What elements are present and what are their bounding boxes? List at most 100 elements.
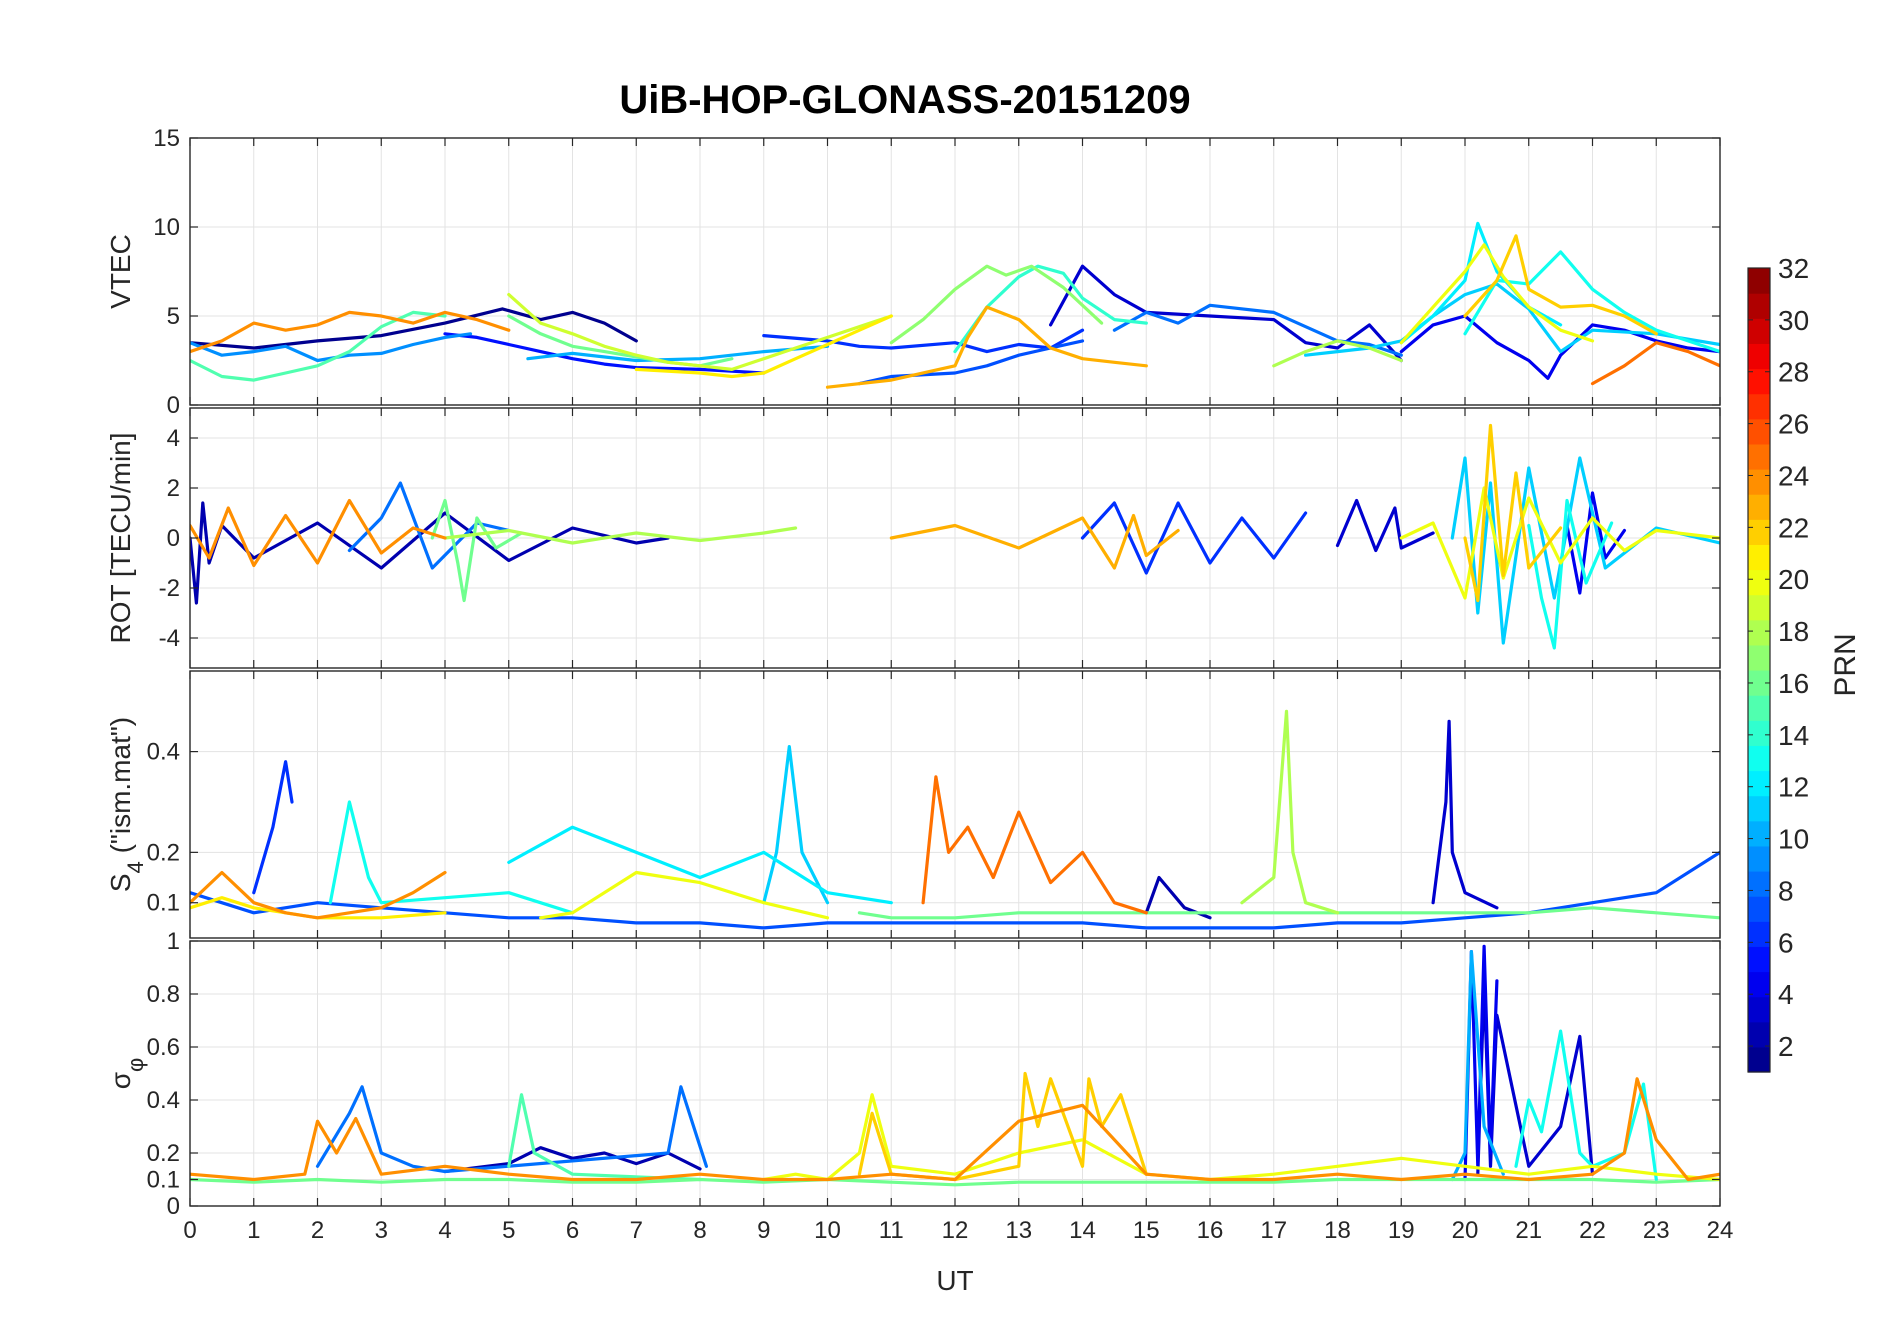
x-tick-label: 6 bbox=[566, 1217, 579, 1244]
series-line-prn-4 bbox=[1565, 491, 1626, 595]
colorbar-swatch bbox=[1748, 996, 1770, 1023]
series-line-prn-11 bbox=[762, 745, 830, 905]
colorbar-swatch bbox=[1748, 268, 1770, 294]
colorbar-swatch bbox=[1748, 871, 1770, 897]
x-tick-label: 16 bbox=[1197, 1217, 1224, 1244]
y-tick-label: 0.8 bbox=[147, 981, 180, 1008]
series-line-prn-8 bbox=[1112, 303, 1403, 357]
x-tick-label: 13 bbox=[1005, 1217, 1032, 1244]
series-line-prn-13 bbox=[1514, 1029, 1658, 1182]
x-tick-label: 18 bbox=[1324, 1217, 1351, 1244]
series-line-prn-13 bbox=[328, 800, 575, 915]
y-tick-label: 0 bbox=[167, 392, 180, 419]
colorbar-swatch bbox=[1748, 594, 1770, 621]
colorbar-swatch bbox=[1748, 820, 1770, 847]
colorbar-swatch bbox=[1748, 393, 1770, 420]
x-tick-label: 11 bbox=[879, 1217, 904, 1244]
x-tick-label: 1 bbox=[247, 1217, 260, 1244]
x-tick-label: 12 bbox=[942, 1217, 969, 1244]
colorbar-swatch bbox=[1748, 845, 1770, 872]
series-line-prn-15 bbox=[507, 1093, 702, 1182]
x-tick-label: 9 bbox=[757, 1217, 770, 1244]
y-tick-label: 10 bbox=[153, 214, 180, 241]
colorbar-swatch bbox=[1748, 670, 1770, 696]
panel-rot: -4 -2 0 2 4 ROT [TECU/min] bbox=[105, 407, 1721, 669]
series-line-prn-3 bbox=[1049, 264, 1403, 363]
y-axis-label-subscript: φ bbox=[123, 1058, 148, 1072]
x-tick-label: 0 bbox=[183, 1217, 196, 1244]
colorbar-swatch bbox=[1748, 544, 1770, 571]
colorbar-swatch bbox=[1748, 318, 1770, 344]
x-tick-label: 24 bbox=[1707, 1217, 1734, 1244]
colorbar-tick-label: 6 bbox=[1778, 927, 1794, 958]
y-tick-label: 0.1 bbox=[147, 1167, 180, 1194]
series-line-prn-22 bbox=[1463, 423, 1563, 603]
series-line-prn-14 bbox=[953, 264, 1148, 354]
series-line-prn-25 bbox=[921, 775, 1148, 915]
colorbar-tick-label: 8 bbox=[1778, 875, 1794, 906]
colorbar-swatch bbox=[1748, 519, 1770, 545]
colorbar-swatch bbox=[1748, 619, 1770, 646]
colorbar-swatch bbox=[1748, 494, 1770, 520]
colorbar-swatch bbox=[1748, 1021, 1770, 1048]
series-line-prn-16 bbox=[430, 498, 524, 603]
y-tick-label: 0.2 bbox=[147, 839, 180, 866]
series-line-prn-22 bbox=[1463, 234, 1658, 336]
colorbar-swatch bbox=[1748, 745, 1770, 772]
y-axis-label-main: S bbox=[105, 873, 136, 892]
colorbar-swatch bbox=[1748, 343, 1770, 370]
y-tick-label: 0.4 bbox=[147, 1087, 180, 1114]
y-tick-label: 2 bbox=[167, 475, 180, 502]
y-axis-label-subscript: 4 bbox=[123, 861, 148, 873]
x-tick-label: 5 bbox=[502, 1217, 515, 1244]
series-line-prn-18 bbox=[1272, 339, 1403, 368]
x-tick-label: 22 bbox=[1579, 1217, 1606, 1244]
series-line-prn-3 bbox=[1431, 719, 1499, 910]
series-line-prn-24 bbox=[190, 870, 447, 920]
colorbar-tick-label: 30 bbox=[1778, 305, 1809, 336]
chart-title: UiB-HOP-GLONASS-20151209 bbox=[619, 78, 1190, 122]
x-tick-label: 17 bbox=[1260, 1217, 1287, 1244]
colorbar-swatch bbox=[1748, 695, 1770, 721]
series-line-prn-1 bbox=[190, 307, 638, 350]
colorbar-tick-label: 22 bbox=[1778, 512, 1809, 543]
colorbar-frame bbox=[1747, 267, 1771, 1073]
x-tick-label: 14 bbox=[1069, 1217, 1096, 1244]
colorbar-swatch bbox=[1748, 569, 1770, 596]
y-tick-label: 0 bbox=[167, 1193, 180, 1220]
colorbar-swatch bbox=[1748, 1046, 1770, 1073]
y-axis-label: S4 ("ism.mat") bbox=[105, 717, 148, 892]
series-line-prn-6 bbox=[1080, 501, 1308, 575]
y-tick-label: -2 bbox=[159, 575, 180, 602]
series-line-prn-24 bbox=[190, 1077, 1720, 1182]
x-tick-label: 4 bbox=[438, 1217, 451, 1244]
series-line-prn-24 bbox=[190, 310, 511, 354]
series-line-prn-5 bbox=[443, 332, 766, 375]
colorbar-swatch bbox=[1748, 368, 1770, 395]
y-tick-label: 0.6 bbox=[147, 1034, 180, 1061]
colorbar-label: PRN bbox=[1829, 633, 1862, 696]
colorbar-tick-label: 26 bbox=[1778, 409, 1809, 440]
colorbar-swatch bbox=[1748, 795, 1770, 822]
series-line-prn-24 bbox=[190, 498, 447, 568]
y-tick-label: 0.1 bbox=[147, 890, 180, 917]
y-tick-label: 4 bbox=[167, 425, 180, 452]
colorbar-swatch bbox=[1748, 293, 1770, 319]
colorbar-tick-label: 28 bbox=[1778, 357, 1809, 388]
y-tick-label: 0.4 bbox=[147, 739, 180, 766]
series-line-prn-6 bbox=[762, 328, 1085, 354]
series-line-prn-16 bbox=[190, 1177, 1720, 1187]
x-tick-label: 8 bbox=[693, 1217, 706, 1244]
series-line-prn-15 bbox=[190, 310, 447, 382]
series-line-prn-10 bbox=[526, 344, 830, 363]
colorbar-tick-label: 12 bbox=[1778, 772, 1809, 803]
y-axis-label-rest: ("ism.mat") bbox=[105, 717, 136, 861]
panel-s4: 0.10.20.4S4 ("ism.mat") bbox=[105, 670, 1721, 939]
series-line-prn-2 bbox=[190, 501, 670, 605]
y-tick-label: 0.2 bbox=[147, 1140, 180, 1167]
colorbar-tick-label: 4 bbox=[1778, 979, 1794, 1010]
series-line-prn-20 bbox=[1399, 243, 1595, 345]
x-tick-label: 10 bbox=[814, 1217, 841, 1244]
